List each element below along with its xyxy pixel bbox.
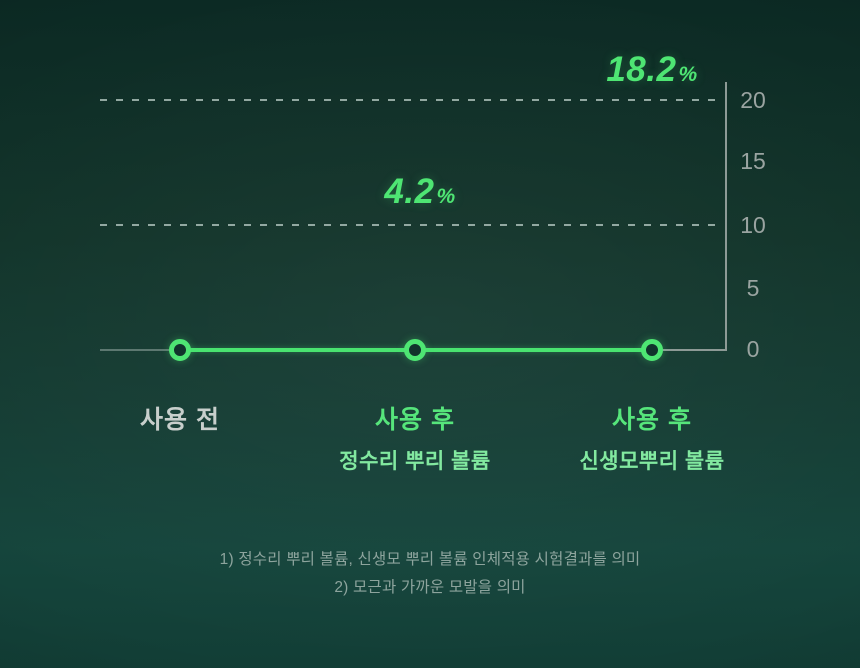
category-subtitle: 정수리 뿌리 볼륨 xyxy=(339,450,491,473)
percent-sign: % xyxy=(678,63,698,86)
y-tick-20: 20 xyxy=(740,87,766,113)
category-subtitle: 신생모뿌리 볼륨 xyxy=(579,450,725,473)
category-title: 사용 전 xyxy=(140,406,220,434)
data-point-new-hair xyxy=(641,339,663,361)
gridline-20 xyxy=(100,99,722,101)
footnote-2: 2) 모근과 가까운 모발을 의미 xyxy=(334,579,526,596)
x-label-crown: 사용 후 정수리 뿌리 볼륨 xyxy=(285,400,545,475)
percent-sign: % xyxy=(436,185,456,208)
y-axis-line xyxy=(725,82,727,351)
footnote-1: 1) 정수리 뿌리 볼륨, 신생모 뿌리 볼륨 인체적용 시험결과를 의미 xyxy=(219,551,641,568)
data-point-crown xyxy=(404,339,426,361)
category-title: 사용 후 xyxy=(612,406,692,434)
footnotes: 1) 정수리 뿌리 볼륨, 신생모 뿌리 볼륨 인체적용 시험결과를 의미 2)… xyxy=(0,546,860,602)
category-title: 사용 후 xyxy=(375,406,455,434)
x-label-new-hair: 사용 후 신생모뿌리 볼륨 xyxy=(522,400,782,475)
y-tick-0: 0 xyxy=(746,336,760,362)
value-number: 4.2 xyxy=(384,172,435,211)
y-tick-10: 10 xyxy=(740,212,766,238)
baseline-trail-segment xyxy=(652,349,727,351)
y-tick-15: 15 xyxy=(740,148,766,174)
x-label-before: 사용 전 xyxy=(50,400,310,436)
y-tick-5: 5 xyxy=(746,275,760,301)
value-number: 18.2 xyxy=(606,50,677,89)
baseline-lead-segment xyxy=(100,349,180,351)
gridline-10 xyxy=(100,224,722,226)
data-point-before xyxy=(169,339,191,361)
value-label-crown: 4.2% xyxy=(300,172,540,212)
value-label-new-hair: 18.2% xyxy=(532,50,772,90)
